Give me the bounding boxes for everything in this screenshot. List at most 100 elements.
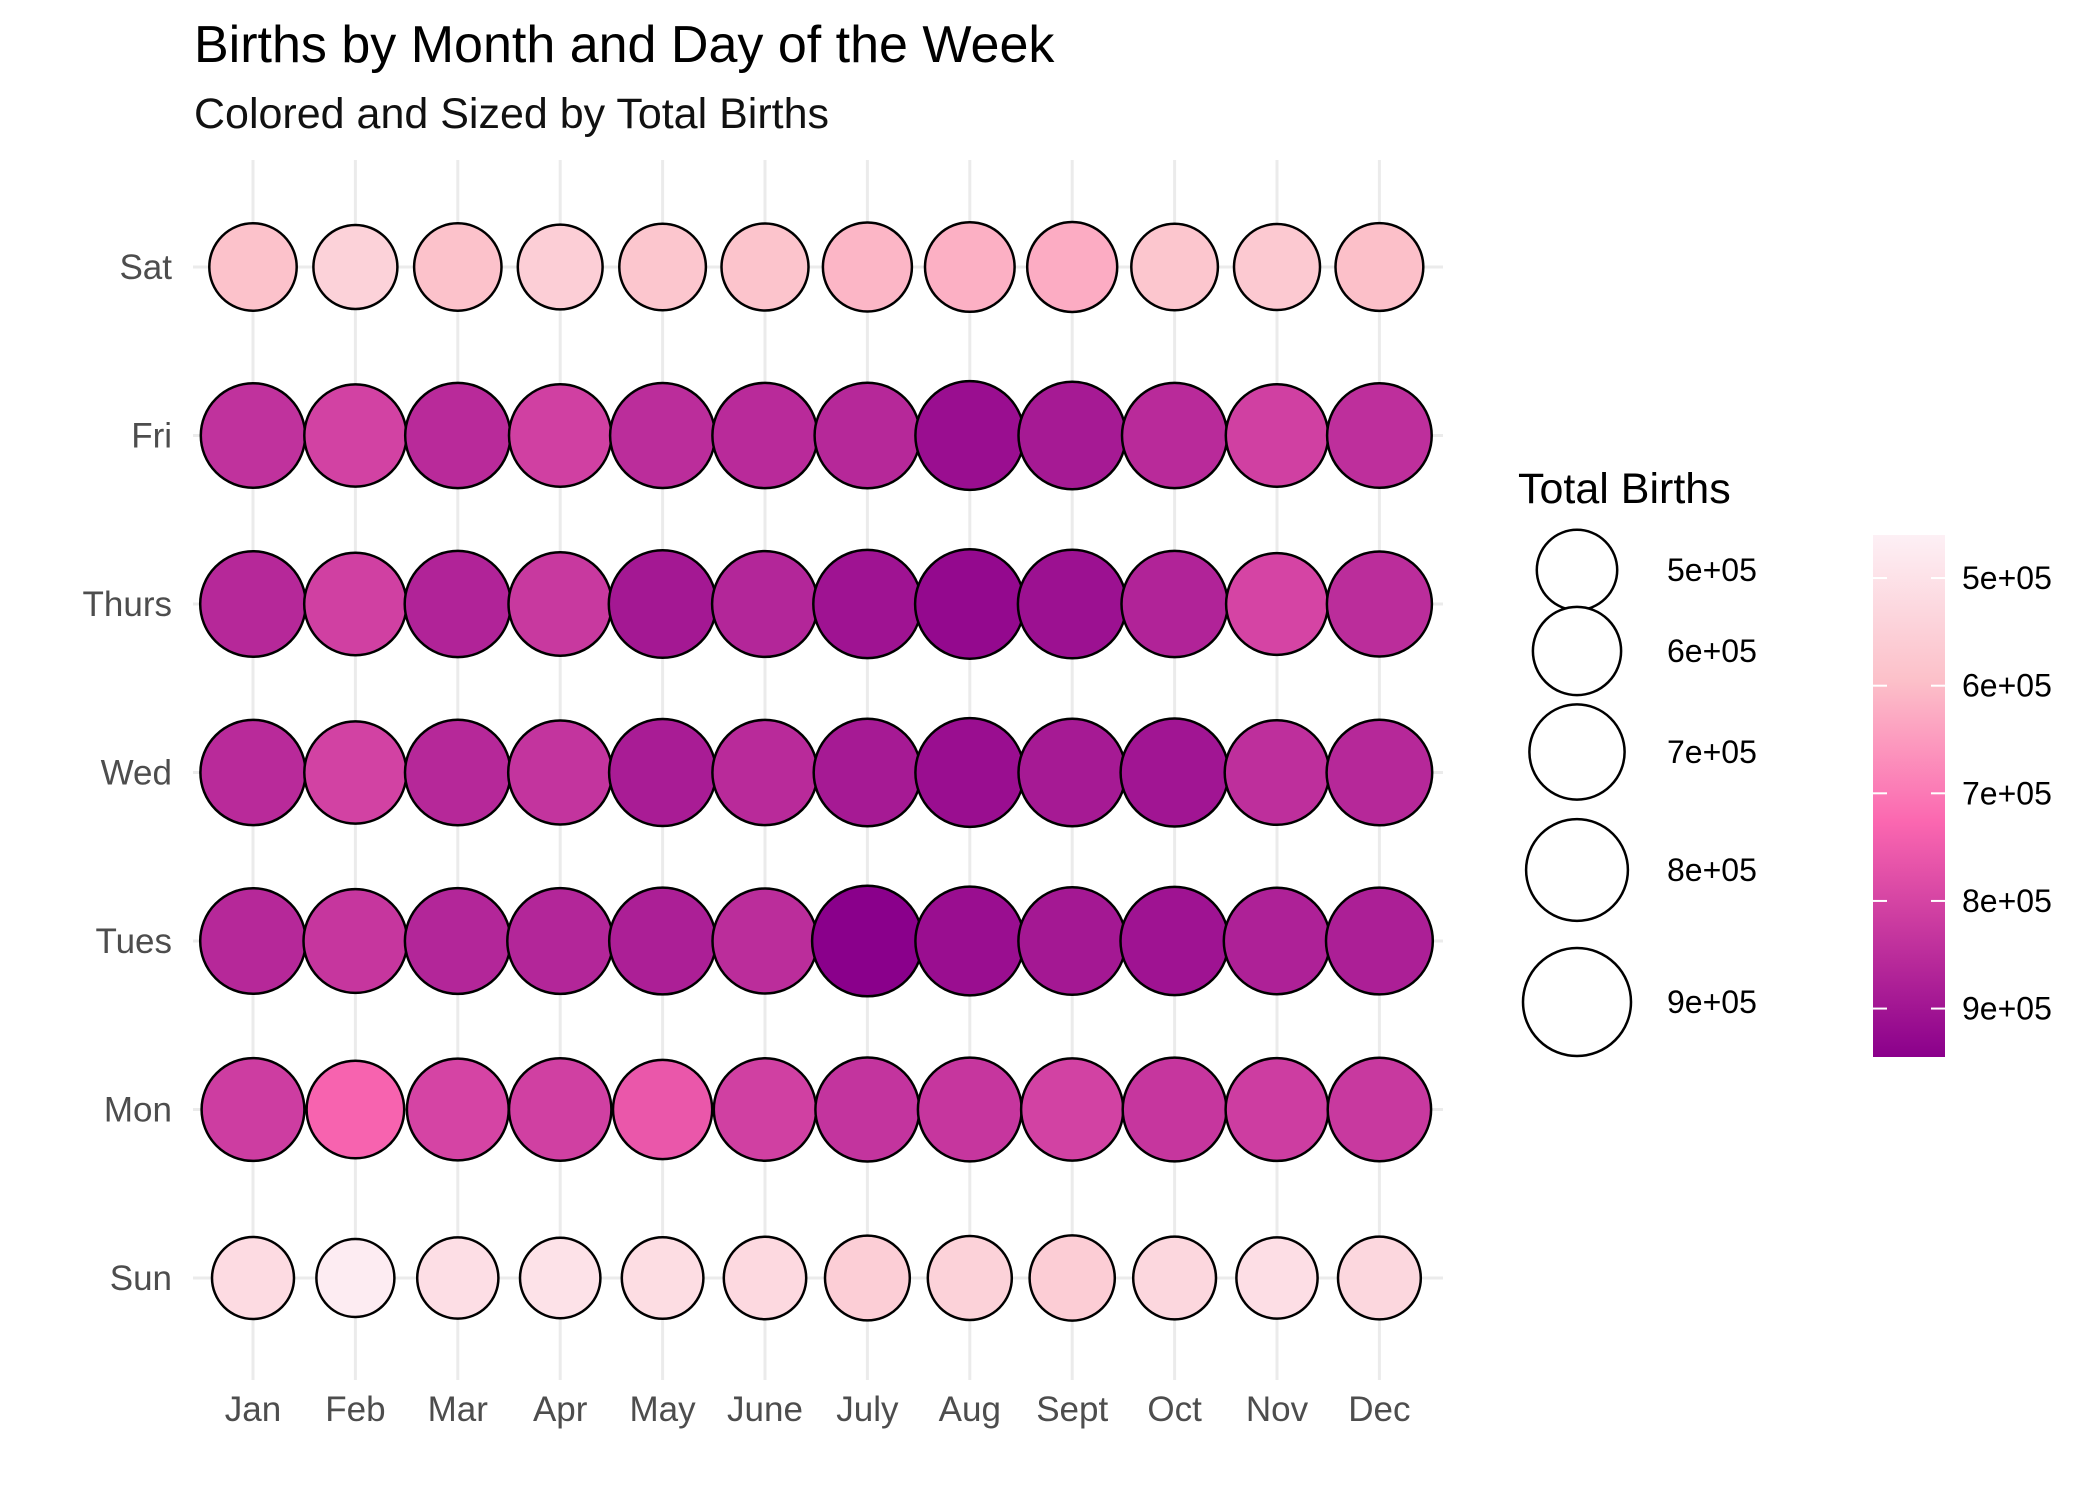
x-tick-label: Dec	[1348, 1390, 1410, 1429]
x-tick-label: Apr	[533, 1390, 588, 1429]
x-tick-label: Jan	[225, 1390, 281, 1429]
bubble-point	[200, 1056, 306, 1163]
color-legend: 5e+05 6e+05 7e+05 8e+05 9e+05	[1873, 535, 2052, 1057]
bubble-point	[1019, 1057, 1125, 1162]
bubble-point	[1324, 886, 1435, 996]
bubble-point	[914, 885, 1026, 997]
bubble-point	[722, 1235, 808, 1321]
bubble-point	[812, 548, 923, 660]
colorbar-label: 6e+05	[1962, 668, 2052, 704]
bubble-point	[710, 549, 820, 659]
size-legend-key	[1524, 817, 1630, 923]
bubble-point	[1235, 1236, 1319, 1320]
bubble-point	[1017, 717, 1128, 828]
bubble-point	[405, 1057, 510, 1162]
bubble-point	[1325, 550, 1434, 658]
legend: Total Births 5e+05 6e+05 7e+05 8e+05 9e+05 5…	[1518, 465, 2052, 1058]
x-tick-label: Sept	[1036, 1390, 1108, 1429]
bubble-point	[607, 717, 718, 828]
bubble-point	[507, 551, 614, 657]
bubble-point	[1325, 381, 1433, 490]
bubble-point	[1119, 885, 1230, 997]
y-tick-label: Mon	[104, 1091, 172, 1130]
size-legend-label: 7e+05	[1667, 734, 1757, 770]
colorbar-label: 7e+05	[1962, 775, 2052, 811]
bubble-point	[618, 222, 708, 312]
bubble-point	[607, 886, 718, 996]
bubble-point	[415, 1236, 500, 1320]
colorbar-label: 5e+05	[1962, 560, 2052, 596]
x-tick-label: Feb	[325, 1390, 385, 1429]
bubble-point	[916, 1056, 1023, 1163]
x-tick-label: May	[630, 1390, 697, 1429]
bubble-point	[302, 551, 408, 657]
bubble-point	[1130, 222, 1220, 312]
bubble-point	[1222, 886, 1332, 996]
bubble-point	[302, 887, 409, 995]
bubble-point	[812, 717, 923, 828]
bubble-point	[711, 381, 819, 490]
bubble-point	[312, 223, 399, 311]
bubble-point	[620, 1235, 705, 1321]
colorbar-label: 8e+05	[1962, 883, 2052, 919]
bubble-point	[199, 718, 307, 827]
size-legend-label: 9e+05	[1667, 984, 1757, 1020]
bubble-point	[1224, 1056, 1330, 1163]
legend-title: Total Births	[1518, 465, 1731, 513]
size-legend-key	[1535, 528, 1619, 612]
x-tick-label: Nov	[1246, 1390, 1309, 1429]
bubble-point	[926, 1234, 1014, 1322]
bubble-point	[1121, 1056, 1228, 1163]
chart-subtitle: Colored and Sized by Total Births	[194, 90, 830, 138]
bubble-point	[1325, 718, 1434, 827]
x-tick-label: June	[727, 1390, 803, 1429]
bubble-point	[1119, 717, 1230, 828]
y-tick-label: Sat	[119, 248, 172, 287]
bubble-point	[506, 886, 615, 996]
bubble-point	[1326, 1056, 1433, 1163]
bubble-point	[1028, 1234, 1117, 1322]
bubble-point	[814, 1056, 921, 1163]
size-legend-key	[1531, 605, 1623, 697]
bubble-point	[1336, 1235, 1423, 1321]
size-legend-label: 5e+05	[1667, 552, 1757, 588]
bubble-point	[608, 381, 717, 490]
bubble-point	[1016, 548, 1128, 660]
bubble-point	[403, 886, 512, 996]
size-legend: 5e+05 6e+05 7e+05 8e+05 9e+05	[1521, 528, 1757, 1058]
size-legend-key	[1528, 703, 1626, 801]
bubble-point	[1120, 549, 1229, 659]
x-tick-label: Mar	[428, 1390, 489, 1429]
bubble-point	[198, 549, 308, 659]
bubble-point	[720, 222, 810, 312]
y-tick-label: Fri	[131, 417, 172, 456]
bubble-point	[507, 383, 613, 488]
colorbar	[1873, 535, 1945, 1057]
y-tick-label: Wed	[101, 754, 172, 793]
bubble-point	[1224, 383, 1330, 488]
x-tick-label: July	[836, 1390, 899, 1429]
colorbar-label: 9e+05	[1962, 991, 2052, 1027]
bubble-point	[810, 884, 924, 998]
bubble-point	[315, 1237, 396, 1319]
size-legend-key	[1521, 946, 1633, 1058]
bubble-point	[1334, 221, 1425, 313]
y-tick-label: Sun	[110, 1259, 172, 1298]
bubble-point	[1224, 551, 1330, 657]
bubble-point	[823, 1234, 912, 1322]
bubble-point	[518, 1236, 602, 1320]
bubble-point	[1025, 220, 1119, 314]
bubble-point	[914, 716, 1026, 829]
bubble-point	[403, 381, 512, 490]
y-tick-label: Thurs	[83, 585, 172, 624]
bubble-point	[305, 1059, 406, 1160]
bubble-point	[712, 1057, 818, 1162]
chart-title: Births by Month and Day of the Week	[194, 16, 1055, 74]
bubble-point	[914, 379, 1026, 492]
axis-labels: Jan Feb Mar Apr May June July Aug Sept Oct Nov Dec S…	[83, 248, 1411, 1429]
size-legend-label: 6e+05	[1667, 633, 1757, 669]
bubble-point	[208, 222, 298, 312]
bubble-point	[1223, 718, 1331, 827]
bubble-point	[913, 548, 1026, 660]
